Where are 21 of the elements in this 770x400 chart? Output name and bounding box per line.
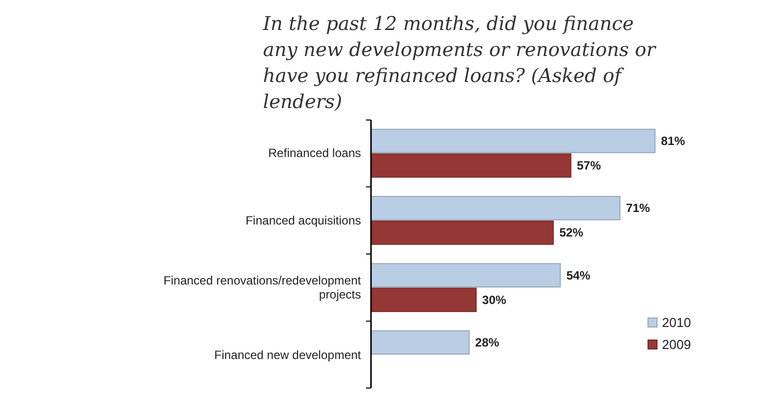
legend-label: 2010 (662, 315, 691, 330)
data-label: 81% (661, 134, 686, 148)
chart-title: In the past 12 months, did you finance any new developments or renovations or have you refinanced loans? (Asked of lenders) (262, 13, 658, 113)
bar (370, 153, 572, 178)
data-label: 52% (559, 226, 584, 240)
bar (370, 196, 620, 220)
bar (370, 263, 561, 288)
y-tick-label: Financed renovations/redevelopment projects (164, 274, 362, 302)
data-label: 28% (475, 335, 500, 350)
bar (370, 288, 477, 312)
data-label: 30% (482, 292, 507, 307)
legend-label: 2009 (662, 337, 691, 352)
bar (370, 220, 554, 245)
data-label: 54% (566, 268, 591, 282)
y-tick-label: Financed acquisitions (246, 213, 361, 228)
y-tick-label: Financed new development (214, 348, 362, 362)
data-label: 57% (576, 158, 602, 173)
bar (370, 330, 470, 355)
y-tick-label: Refinanced loans (268, 146, 361, 160)
bar (370, 128, 656, 154)
data-label: 71% (626, 201, 650, 216)
